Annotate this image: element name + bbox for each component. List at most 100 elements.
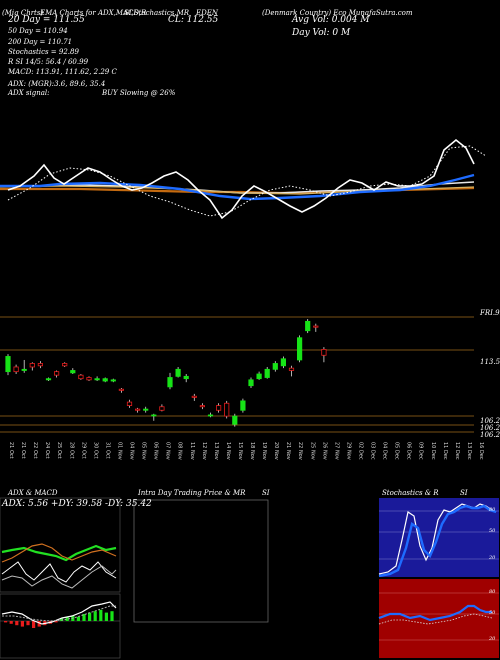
candle-body [86,377,92,381]
macd-bar [110,611,114,621]
price-label-high: FRI.99 [480,309,500,317]
date-tick-label: 21 Nov [285,442,291,460]
candle-body [159,406,165,411]
date-tick-label: 13 Dec [466,442,472,460]
adx-white-line [1,561,117,583]
date-tick-label: 18 Nov [249,442,255,460]
adx-panel-title: ADX & MACD [8,489,58,497]
adx-green-line [1,544,117,562]
date-tick-label: 02 Dec [357,442,363,460]
date-tick-label: 04 Dec [382,442,388,460]
candle-body [78,374,84,380]
candle [143,406,149,413]
macd-bar [99,609,103,621]
candle-body [70,370,76,374]
macd-bar [20,621,24,627]
candles [5,319,327,427]
date-tick-label: 29 Nov [345,442,351,460]
candle-body [21,368,27,371]
candle [29,362,35,371]
date-tick-label: 08 Nov [177,442,183,460]
candle [240,398,246,413]
adx-signal-label: ADX signal: [8,89,50,97]
price-dotted-line [7,145,487,217]
ema20-line [0,173,475,201]
macd-bar [37,621,41,627]
date-tick-label: 05 Nov [141,442,147,460]
date-tick-label: 06 Nov [153,442,159,460]
candle-body [175,368,181,377]
price-label-low3: 106.24 [480,431,500,439]
stoch-tick-50: 50 [489,528,496,534]
candle [70,368,76,374]
date-tick-label: 11 Nov [189,442,195,460]
date-tick-label: 01 Nov [116,442,122,460]
candle [151,413,157,421]
candle-body [94,378,100,381]
chart-title-right: (Denmark Country) Eco MunafaSutra.com [262,9,413,17]
day-volume: Day Vol: 0 M [292,28,351,38]
candle [288,365,295,377]
adx-panel [0,497,121,593]
candle-body [110,379,116,382]
candle-body [151,414,157,417]
date-tick-label: 06 Dec [406,442,412,460]
rsi-tick-80: 80 [489,589,496,595]
date-tick-label: 31 Oct [104,442,110,459]
candle-body [215,405,222,411]
intraday-si-label: SI [262,489,270,497]
macd-bar [88,612,92,621]
ema-panel [0,138,487,220]
candle [78,374,84,380]
date-tick-label: 19 Nov [261,442,267,460]
stoch-k-line [378,503,497,575]
price-label-mid: 113.55 [480,358,500,366]
candle-body [224,402,230,417]
ema200-label: 200 Day = 110.71 [8,38,73,46]
stoch-si-label: SI [460,489,468,497]
candle [256,371,262,380]
candle-body [37,363,44,367]
candle [183,374,189,383]
macd-bar [76,616,80,621]
rsi-tick-20: 20 [489,636,496,642]
macd-line [1,601,117,625]
candle-body [280,358,287,367]
date-tick-label: 25 Oct [56,442,62,459]
candle-body [143,408,149,411]
candle-body [313,325,319,328]
candle [313,323,319,332]
candle [86,376,92,382]
date-tick-label: 12 Dec [454,442,460,460]
macd-bar [104,612,108,621]
candle-body [134,408,141,411]
candle [21,359,27,373]
adx-panel-values: ADX: 5.56 +DY: 39.58 -DY: 35.42 [2,499,152,509]
stochastics-panel [378,498,499,578]
date-tick-label: 04 Nov [129,442,135,460]
candle-body [191,395,197,398]
date-tick-label: 29 Oct [80,442,86,459]
price-line [7,138,475,220]
chart-title-mid: SI,Stochastics,MR [124,9,190,17]
candle [248,377,254,389]
candle [13,364,19,374]
close-price: CL: 112.55 [168,15,219,25]
date-tick-label: 16 Dec [478,442,484,460]
ema20-label: 20 Day = 111.55 [8,15,85,25]
date-tick-label: 21 Oct [20,442,26,459]
price-label-low1: 106.24 [480,417,500,425]
candle-body [54,371,60,376]
candle-body [296,337,303,361]
candle-body [256,373,262,380]
candle-body [183,375,189,380]
date-tick-label: 28 Oct [68,442,74,459]
candle [296,335,303,363]
candle-body [102,378,108,382]
candle-body [5,356,11,373]
date-tick-label: 07 Nov [165,442,171,460]
candle [321,347,327,363]
date-tick-label: 14 Nov [225,442,231,460]
macd-bar [26,621,30,626]
